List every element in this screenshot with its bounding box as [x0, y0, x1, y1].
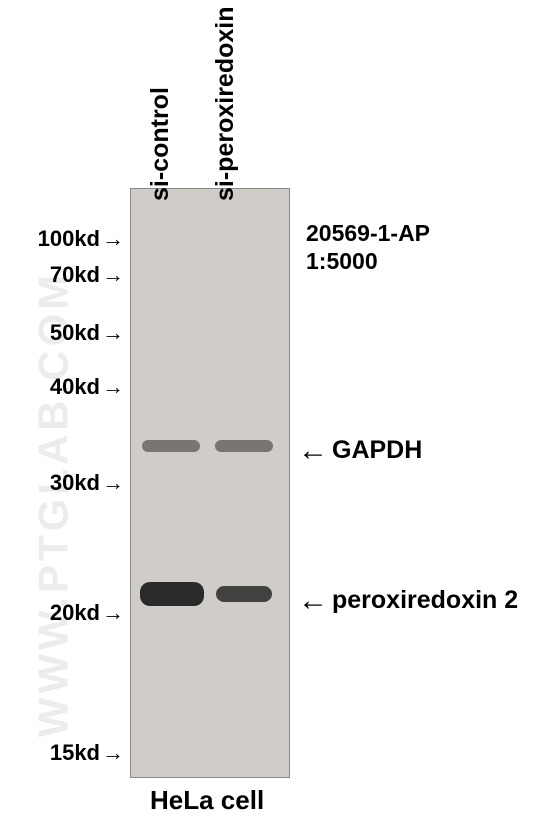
antibody-catalog: 20569-1-AP — [306, 220, 430, 247]
arrow-icon: → — [102, 374, 124, 400]
blot-figure: WWW.PTGLAB.COM si-control si-peroxiredox… — [0, 0, 560, 834]
mw-20kd: 20kd→ — [12, 600, 124, 626]
lane-label-control: si-control — [146, 87, 175, 201]
annotation-prdx2: ←peroxiredoxin 2 — [298, 582, 518, 616]
band-prdx2-si — [216, 586, 272, 602]
mw-100kd: 100kd→ — [12, 226, 124, 252]
arrow-icon: → — [102, 320, 124, 346]
blot-membrane — [130, 188, 290, 778]
mw-40kd: 40kd→ — [12, 374, 124, 400]
arrow-icon: → — [102, 470, 124, 496]
arrow-icon: → — [102, 600, 124, 626]
antibody-dilution: 1:5000 — [306, 248, 378, 275]
band-gapdh-control — [142, 440, 200, 452]
band-prdx2-control — [140, 582, 204, 606]
band-gapdh-si — [215, 440, 273, 452]
mw-70kd: 70kd→ — [12, 262, 124, 288]
mw-15kd: 15kd→ — [12, 740, 124, 766]
mw-50kd: 50kd→ — [12, 320, 124, 346]
annotation-gapdh: ←GAPDH — [298, 432, 422, 466]
mw-30kd: 30kd→ — [12, 470, 124, 496]
arrow-icon: → — [102, 226, 124, 252]
sample-label: HeLa cell — [150, 785, 264, 816]
arrow-icon: → — [102, 262, 124, 288]
arrow-left-icon: ← — [298, 584, 328, 618]
arrow-icon: → — [102, 740, 124, 766]
lane-label-si-prdx2: si-peroxiredoxin 2 — [211, 0, 240, 201]
arrow-left-icon: ← — [298, 434, 328, 468]
